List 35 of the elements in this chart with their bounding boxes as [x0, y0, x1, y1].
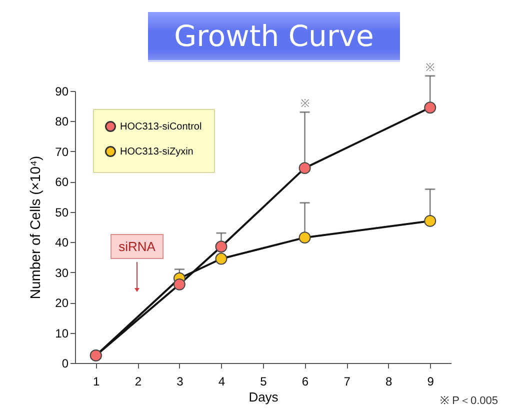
text: ※ P＜0.005 — [440, 394, 498, 408]
x-tick-label: 6 — [302, 374, 309, 388]
point — [424, 214, 436, 227]
point — [215, 240, 228, 253]
legend-label: HOC313-siZyxin — [120, 146, 194, 158]
x-tick-label: 4 — [218, 374, 226, 388]
x-tick-label: 2 — [134, 374, 142, 388]
y-axis-title: Number of Cells (×10⁴) — [27, 156, 44, 300]
y-tick-label: 10 — [55, 326, 69, 340]
x-tick-label: 1 — [93, 374, 100, 388]
x-tick-label: 7 — [344, 374, 351, 388]
x-tick-label: 8 — [385, 374, 392, 388]
annotation: ※ — [426, 62, 435, 74]
chart-title: Growth Curve — [148, 12, 400, 62]
point — [298, 162, 311, 174]
point — [173, 278, 186, 290]
annotation: ※ — [300, 98, 310, 110]
y-tick-label: 90 — [55, 84, 69, 98]
legend-label: HOC313-siControl — [120, 122, 202, 132]
y-tick-label: 80 — [55, 114, 69, 129]
y-tick-label: 30 — [55, 266, 69, 280]
annotation: siRNA — [110, 234, 164, 259]
y-tick-label: 50 — [55, 205, 69, 220]
y-tick-label: 20 — [55, 296, 69, 310]
y-tick-label: 60 — [55, 175, 69, 190]
point — [424, 102, 436, 114]
x-tick-label: 9 — [427, 374, 434, 388]
x-tick-label: 5 — [260, 374, 268, 388]
point — [298, 232, 311, 244]
x-axis-title: Days — [248, 390, 279, 404]
point — [215, 252, 228, 265]
y-tick-label: 0 — [62, 356, 69, 370]
y-tick-label: 70 — [55, 144, 69, 159]
y-tick-label: 40 — [55, 236, 69, 250]
x-tick-label: 3 — [176, 374, 184, 388]
